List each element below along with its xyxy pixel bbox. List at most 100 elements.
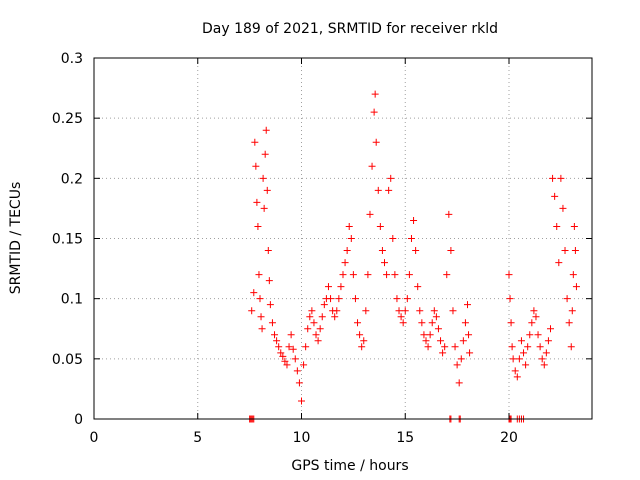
data-point (553, 222, 561, 230)
data-point (378, 247, 386, 255)
data-point (542, 349, 550, 357)
data-point (509, 355, 517, 363)
data-point (466, 349, 474, 357)
data-point (426, 331, 434, 339)
data-point (266, 301, 274, 309)
y-tick-label: 0.15 (52, 232, 83, 248)
data-point (275, 343, 283, 351)
x-tick-label: 10 (293, 430, 311, 446)
grid-lines (94, 58, 592, 419)
data-point (251, 138, 259, 146)
data-point (263, 186, 271, 194)
data-point (412, 247, 420, 255)
data-point (345, 222, 353, 230)
data-point (505, 271, 513, 279)
data-point (383, 271, 391, 279)
data-point (559, 204, 567, 212)
data-point (259, 174, 267, 182)
x-axis-label: GPS time / hours (291, 458, 408, 474)
data-point (428, 319, 436, 327)
data-point (401, 307, 409, 315)
data-point (268, 319, 276, 327)
data-point (300, 361, 308, 369)
data-point (570, 222, 578, 230)
data-point (513, 373, 521, 381)
data-point (430, 307, 438, 315)
data-point (387, 174, 395, 182)
data-point (351, 295, 359, 303)
data-point (381, 259, 388, 267)
data-point (443, 271, 451, 279)
data-point (547, 325, 554, 333)
data-point (371, 90, 379, 98)
x-tick-label: 20 (500, 430, 518, 446)
data-point (252, 162, 260, 170)
data-point (538, 355, 546, 363)
data-point (362, 307, 370, 315)
data-point (410, 216, 418, 224)
data-point (557, 174, 565, 182)
data-point (312, 331, 320, 339)
data-point (304, 325, 312, 333)
data-point (385, 186, 393, 194)
data-point (544, 337, 552, 345)
data-point (455, 379, 463, 387)
data-point (561, 247, 569, 255)
data-point (273, 337, 281, 345)
data-point (262, 126, 270, 134)
data-point (528, 319, 536, 327)
y-tick-label: 0.1 (61, 292, 83, 308)
y-tick-label: 0.3 (61, 51, 83, 67)
data-point (420, 331, 428, 339)
data-point (571, 247, 579, 255)
data-point (347, 235, 355, 242)
data-point (555, 259, 563, 267)
data-point (310, 319, 318, 327)
data-point (250, 289, 258, 297)
data-point (255, 271, 263, 279)
data-point (349, 271, 357, 279)
data-point (279, 352, 287, 360)
data-point (291, 355, 299, 363)
y-axis-label: SRMTID / TECUs (8, 182, 24, 295)
data-point (366, 210, 374, 218)
data-point (293, 367, 301, 375)
data-point (295, 379, 303, 387)
data-point (540, 361, 548, 369)
data-point (389, 235, 397, 242)
data-point (565, 319, 573, 327)
data-point (289, 345, 297, 353)
data-point (511, 367, 519, 375)
data-point (407, 235, 415, 242)
data-point (374, 186, 382, 194)
data-point (324, 283, 332, 291)
data-point (439, 349, 447, 357)
data-point (508, 343, 516, 351)
axis-ticks: 0 5 10 15 20 0 0.05 0.1 0.15 0.2 0.25 0.3 (52, 51, 592, 446)
y-tick-label: 0.25 (52, 111, 83, 127)
data-point (418, 319, 426, 327)
data-point (507, 319, 515, 327)
data-point (520, 349, 528, 357)
data-point (461, 319, 469, 327)
data-point (397, 313, 405, 321)
data-point (308, 307, 316, 315)
data-point (333, 307, 341, 315)
data-point (530, 307, 538, 315)
data-point (515, 355, 523, 363)
data-point (298, 397, 305, 405)
data-point (464, 301, 471, 309)
data-point (257, 313, 265, 321)
data-point (405, 271, 413, 279)
data-point (434, 325, 442, 333)
data-point (335, 295, 343, 303)
data-point (567, 343, 575, 351)
y-tick-label: 0 (74, 412, 83, 428)
data-point (449, 307, 457, 315)
x-tick-label: 5 (193, 430, 202, 446)
data-point (302, 343, 310, 351)
data-point (364, 271, 372, 279)
data-point (459, 337, 467, 345)
data-point (318, 313, 326, 321)
